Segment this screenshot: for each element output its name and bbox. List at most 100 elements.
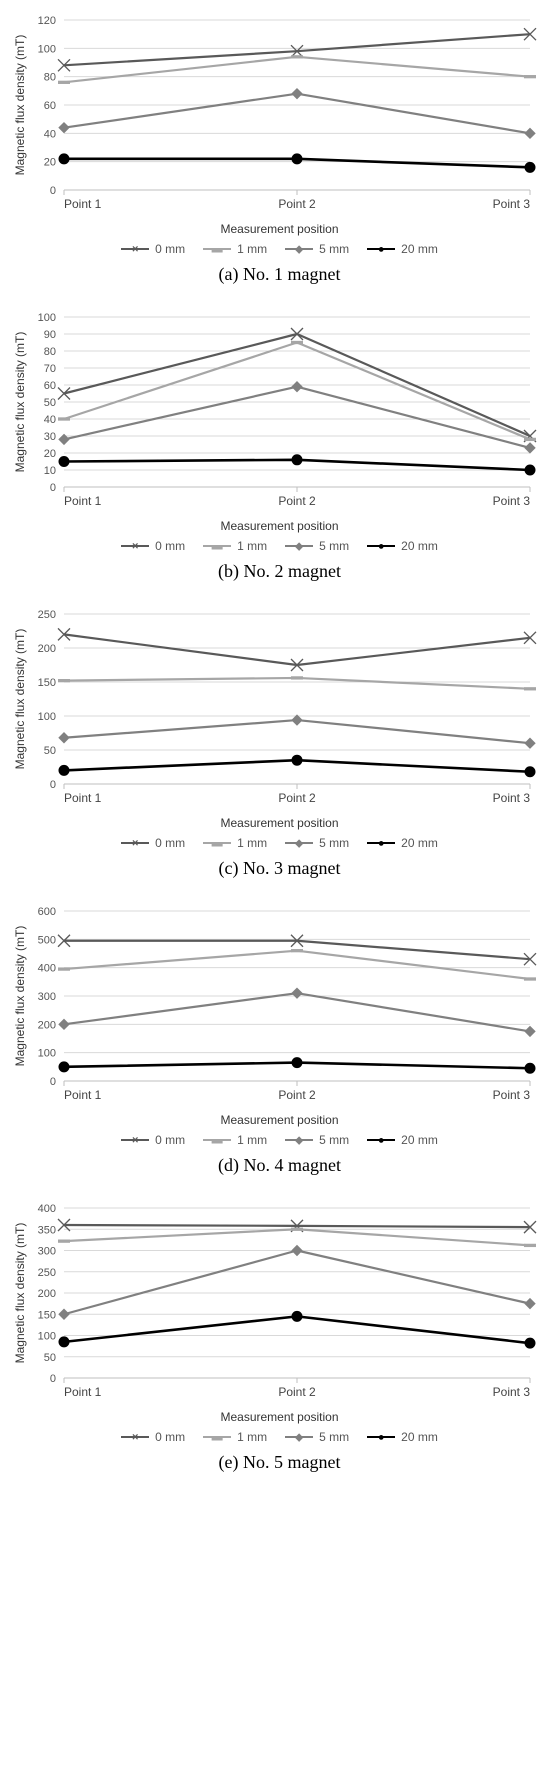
chart-svg: 020406080100120Point 1Point 2Point 3Magn… (8, 10, 548, 220)
legend-label: 20 mm (401, 836, 438, 850)
legend-label: 1 mm (237, 242, 267, 256)
svg-text:Magnetic flux density (mT): Magnetic flux density (mT) (13, 629, 27, 770)
panel-caption: (c) No. 3 magnet (8, 858, 551, 879)
legend-label: 1 mm (237, 539, 267, 553)
svg-text:Point 3: Point 3 (493, 791, 531, 805)
chart-panel-b: 0102030405060708090100Point 1Point 2Poin… (8, 307, 551, 582)
legend-label: 0 mm (155, 242, 185, 256)
chart-panel-d: 0 100 200 300 400 500 600 Point 1 Point 2 Point 3… (8, 901, 551, 1176)
svg-text:60: 60 (44, 100, 56, 112)
svg-text:Point 2: Point 2 (278, 1088, 316, 1102)
legend-label: 5 mm (319, 1430, 349, 1444)
svg-text:Point 2: Point 2 (278, 494, 316, 508)
svg-text:70: 70 (44, 363, 56, 375)
svg-text:200: 200 (38, 1288, 56, 1300)
x-axis-label: Measurement position (8, 1113, 551, 1127)
svg-text:0: 0 (50, 185, 56, 197)
svg-text:Point 3: Point 3 (493, 494, 531, 508)
chart-legend: × 0 mm ▬ 1 mm ◆ 5 mm ● 20 mm (8, 1133, 551, 1147)
svg-text:Magnetic flux density (mT): Magnetic flux density (mT) (13, 1223, 27, 1364)
svg-text:600: 600 (38, 906, 56, 918)
x-axis-label: Measurement position (8, 816, 551, 830)
svg-text:50: 50 (44, 1352, 56, 1364)
svg-text:80: 80 (44, 346, 56, 358)
panel-caption: (e) No. 5 magnet (8, 1452, 551, 1473)
legend-item: ▬ 1 mm (203, 242, 267, 256)
svg-text:100: 100 (38, 1331, 56, 1343)
legend-item: × 0 mm (121, 539, 185, 553)
legend-label: 20 mm (401, 1133, 438, 1147)
legend-item: × 0 mm (121, 1430, 185, 1444)
chart-svg: 0 100 200 300 400 500 600 Point 1 Point 2 Point 3… (8, 901, 548, 1111)
svg-text:Magnetic flux density (mT): Magnetic flux density (mT) (13, 926, 27, 1067)
legend-label: 1 mm (237, 1430, 267, 1444)
svg-text:50: 50 (44, 397, 56, 409)
legend-item: ● 20 mm (367, 242, 438, 256)
svg-text:0: 0 (50, 779, 56, 791)
legend-label: 0 mm (155, 1133, 185, 1147)
chart-legend: × 0 mm ▬ 1 mm ◆ 5 mm ● 20 mm (8, 539, 551, 553)
legend-label: 1 mm (237, 836, 267, 850)
chart-panel-a: 020406080100120Point 1Point 2Point 3Magn… (8, 10, 551, 285)
svg-text:Point 1: Point 1 (64, 1088, 102, 1102)
legend-label: 0 mm (155, 836, 185, 850)
svg-text:Point 2: Point 2 (278, 197, 316, 211)
chart-box: 0 100 200 300 400 500 600 Point 1 Point 2 Point 3… (8, 901, 551, 1147)
x-axis-label: Measurement position (8, 1410, 551, 1424)
svg-text:Point 3: Point 3 (493, 1088, 531, 1102)
svg-text:150: 150 (38, 677, 56, 689)
legend-label: 5 mm (319, 242, 349, 256)
chart-box: 020406080100120Point 1Point 2Point 3Magn… (8, 10, 551, 256)
x-axis-label: Measurement position (8, 222, 551, 236)
svg-text:250: 250 (38, 609, 56, 621)
svg-text:400: 400 (38, 963, 56, 975)
svg-text:Point 2: Point 2 (278, 791, 316, 805)
legend-item: ◆ 5 mm (285, 539, 349, 553)
svg-text:80: 80 (44, 72, 56, 84)
svg-text:300: 300 (38, 1246, 56, 1258)
legend-label: 20 mm (401, 1430, 438, 1444)
legend-label: 0 mm (155, 539, 185, 553)
chart-legend: × 0 mm ▬ 1 mm ◆ 5 mm ● 20 mm (8, 242, 551, 256)
svg-text:Point 3: Point 3 (493, 1385, 531, 1399)
figure-grid: 020406080100120Point 1Point 2Point 3Magn… (8, 10, 551, 1473)
legend-label: 5 mm (319, 539, 349, 553)
legend-item: ● 20 mm (367, 1430, 438, 1444)
legend-item: ◆ 5 mm (285, 242, 349, 256)
chart-panel-c: 0 50 100 150 200 250 Point 1 Point 2 Point 3 Magn… (8, 604, 551, 879)
svg-text:10: 10 (44, 465, 56, 477)
svg-text:100: 100 (38, 312, 56, 324)
legend-label: 20 mm (401, 242, 438, 256)
svg-text:200: 200 (38, 643, 56, 655)
svg-text:100: 100 (38, 711, 56, 723)
svg-text:Point 1: Point 1 (64, 494, 102, 508)
legend-item: × 0 mm (121, 242, 185, 256)
svg-text:50: 50 (44, 745, 56, 757)
panel-caption: (d) No. 4 magnet (8, 1155, 551, 1176)
x-axis-label: Measurement position (8, 519, 551, 533)
svg-text:0: 0 (50, 1076, 56, 1088)
svg-text:400: 400 (38, 1203, 56, 1215)
svg-text:Point 2: Point 2 (278, 1385, 316, 1399)
svg-text:0: 0 (50, 1373, 56, 1385)
panel-caption: (b) No. 2 magnet (8, 561, 551, 582)
svg-text:120: 120 (38, 15, 56, 27)
chart-box: 0102030405060708090100Point 1Point 2Poin… (8, 307, 551, 553)
chart-panel-e: 050100150200250300350400Point 1Point 2Po… (8, 1198, 551, 1473)
panel-caption: (a) No. 1 magnet (8, 264, 551, 285)
chart-svg: 0 50 100 150 200 250 Point 1 Point 2 Point 3 Magn… (8, 604, 548, 814)
svg-text:300: 300 (38, 991, 56, 1003)
svg-text:500: 500 (38, 934, 56, 946)
legend-item: ▬ 1 mm (203, 1430, 267, 1444)
legend-label: 0 mm (155, 1430, 185, 1444)
svg-text:100: 100 (38, 1048, 56, 1060)
legend-item: ◆ 5 mm (285, 836, 349, 850)
svg-text:Point 3: Point 3 (493, 197, 531, 211)
svg-text:Point 1: Point 1 (64, 791, 102, 805)
legend-item: × 0 mm (121, 836, 185, 850)
legend-item: ● 20 mm (367, 836, 438, 850)
legend-label: 20 mm (401, 539, 438, 553)
svg-text:350: 350 (38, 1224, 56, 1236)
svg-text:200: 200 (38, 1019, 56, 1031)
svg-text:150: 150 (38, 1309, 56, 1321)
